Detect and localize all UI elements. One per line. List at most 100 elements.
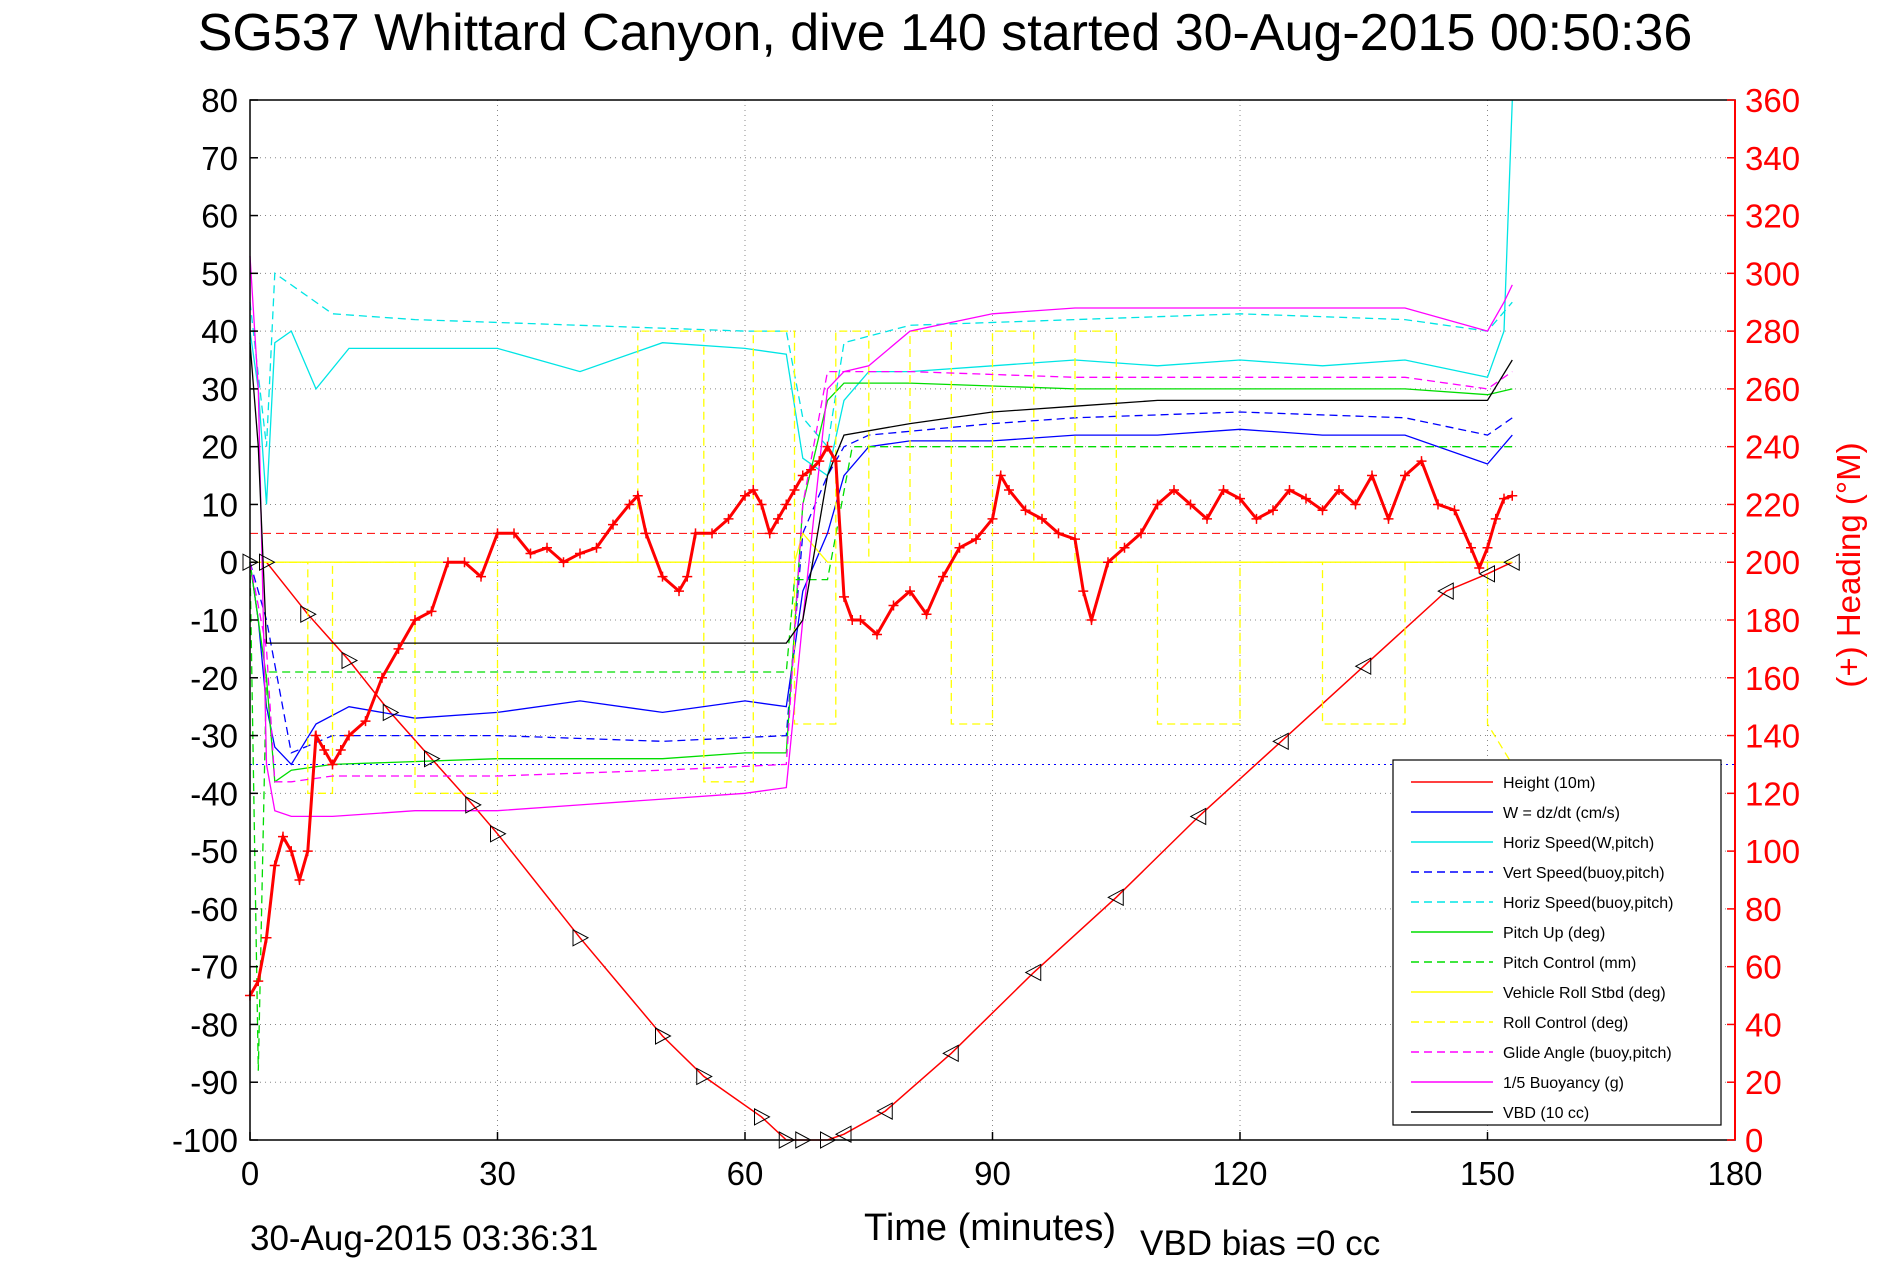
heading-point — [839, 591, 849, 602]
x-tick-label: 0 — [241, 1155, 259, 1192]
legend-label: Height (10m) — [1503, 775, 1595, 792]
series-line — [249, 272, 1513, 449]
heading-point — [814, 456, 825, 467]
legend-label: Vehicle Roll Stbd (deg) — [1503, 985, 1666, 1002]
heading-point — [1416, 456, 1427, 467]
heading-point — [476, 571, 486, 582]
heading-point — [278, 831, 288, 842]
heading-point — [426, 606, 437, 617]
heading-point — [690, 528, 701, 539]
heading-point — [740, 490, 750, 501]
series-line — [249, 255, 1513, 818]
heading-point — [1466, 542, 1476, 553]
heading-point — [591, 542, 602, 553]
heading-point — [657, 571, 668, 582]
heading-point — [1433, 499, 1443, 510]
heading-point — [459, 557, 470, 568]
legend-label: Horiz Speed(buoy,pitch) — [1503, 895, 1673, 912]
y-right-tick-label: 80 — [1745, 891, 1782, 928]
heading-point — [1268, 505, 1278, 516]
y-left-tick-label: 40 — [201, 313, 238, 350]
heading-point — [674, 586, 684, 597]
y-right-tick-label: 220 — [1745, 486, 1800, 523]
y-left-tick-label: -70 — [190, 949, 238, 986]
heading-point — [1185, 499, 1196, 510]
heading-point — [1334, 485, 1344, 495]
y-right-tick-label: 120 — [1745, 775, 1800, 812]
heading-point — [756, 499, 767, 510]
heading-point — [410, 615, 420, 625]
heading-point — [1136, 528, 1146, 539]
heading-point — [1086, 615, 1097, 625]
heading-point — [525, 548, 536, 559]
depth-marker — [1503, 553, 1520, 572]
heading-point — [806, 464, 816, 475]
series-line — [249, 370, 1513, 783]
y-left-tick-label: -50 — [190, 833, 238, 870]
y-left-tick-label: -10 — [190, 602, 238, 639]
depth-marker — [1024, 963, 1042, 982]
heading-point — [1020, 505, 1031, 516]
x-axis-label: Time (minutes) — [864, 1207, 1116, 1249]
heading-point — [1202, 513, 1212, 524]
x-tick-label: 90 — [974, 1155, 1011, 1192]
depth-marker — [465, 796, 482, 814]
heading-point — [558, 557, 569, 568]
heading-point — [294, 875, 305, 885]
y-left-tick-label: -60 — [190, 891, 238, 928]
y-right-tick-label: 40 — [1745, 1006, 1782, 1043]
depth-marker — [1107, 888, 1124, 907]
heading-point — [302, 846, 313, 857]
y-axis-right-label: (+) Heading (°M) — [1830, 442, 1867, 687]
depth-marker — [490, 824, 507, 843]
heading-point — [1037, 513, 1047, 524]
series-line — [249, 99, 1513, 505]
x-tick-label: 60 — [727, 1155, 764, 1192]
heading-point — [773, 513, 783, 524]
y-right-tick-label: 60 — [1745, 949, 1782, 986]
heading-point — [905, 586, 915, 597]
y-right-tick-label: 300 — [1745, 255, 1800, 292]
legend-box — [1392, 759, 1722, 1126]
heading-point — [1350, 499, 1361, 510]
heading-point — [1317, 505, 1328, 516]
legend-label: Roll Control (deg) — [1503, 1015, 1628, 1032]
heading-point — [1169, 485, 1179, 495]
depth-marker — [1478, 564, 1495, 583]
heading-point — [954, 542, 965, 553]
heading-point — [1507, 490, 1518, 501]
heading-point — [797, 470, 808, 481]
chart-title: SG537 Whittard Canyon, dive 140 started … — [198, 4, 1693, 62]
heading-point — [1235, 493, 1245, 504]
heading-point — [1251, 513, 1262, 524]
legend-label: Pitch Control (mm) — [1503, 955, 1636, 972]
heading-point — [781, 499, 792, 510]
heading-point — [344, 730, 354, 741]
y-right-tick-label: 340 — [1745, 140, 1800, 177]
y-left-tick-label: 10 — [201, 486, 238, 523]
legend-label: Vert Speed(buoy,pitch) — [1503, 865, 1665, 882]
heading-point — [971, 534, 981, 545]
y-right-tick-label: 240 — [1745, 429, 1800, 466]
heading-point — [1482, 542, 1493, 553]
depth-marker — [655, 1027, 672, 1045]
depth-marker — [834, 1125, 852, 1144]
heading-point — [789, 485, 800, 495]
heading-point — [1119, 542, 1130, 553]
heading-point — [1367, 470, 1377, 481]
heading-point — [1078, 586, 1089, 597]
legend: Height (10m) W = dz/dt (cm/s) Horiz Speed(… — [1392, 759, 1722, 1126]
y-left-tick-label: 70 — [201, 140, 238, 177]
heading-point — [1383, 513, 1394, 524]
heading-point — [707, 528, 717, 539]
heading-point — [641, 528, 651, 539]
heading-point — [632, 490, 643, 501]
heading-point — [1053, 528, 1064, 539]
heading-point — [921, 609, 932, 620]
legend-label: 1/5 Buoyancy (g) — [1503, 1075, 1624, 1092]
heading-point — [1218, 485, 1229, 495]
depth-marker — [259, 553, 276, 572]
heading-point — [624, 499, 635, 510]
legend-label: Pitch Up (deg) — [1503, 925, 1605, 942]
series-line — [250, 330, 1513, 794]
